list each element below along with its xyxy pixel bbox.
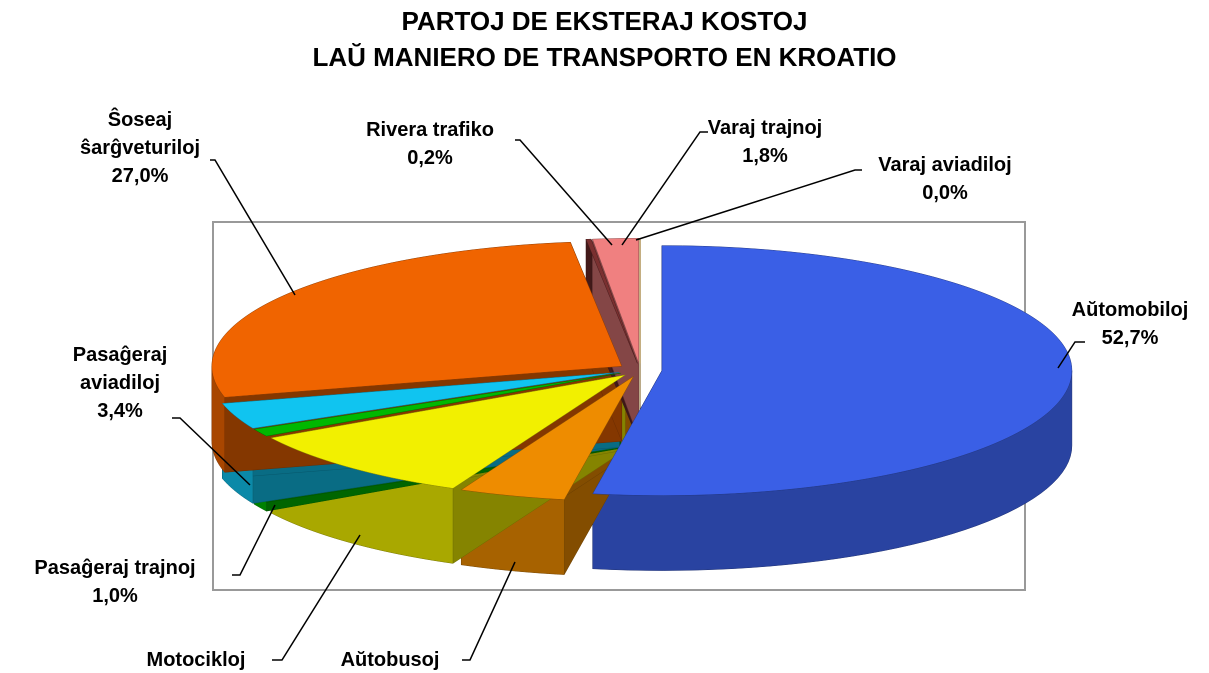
value-label: 0,2% xyxy=(407,147,453,169)
slice-label: Varaj trajnoj 1,8% xyxy=(665,114,865,170)
slice-tops xyxy=(211,238,1073,500)
category-label: Pasaĝeraj trajnoj xyxy=(34,557,196,579)
leader-line xyxy=(272,534,361,661)
chart-title: PARTOJ DE EKSTERAJ KOSTOJ xyxy=(401,6,808,36)
slice-label: Pasaĝeraj trajnoj 1,0% xyxy=(0,554,235,610)
value-label: 52,7% xyxy=(1101,327,1159,349)
leader-line xyxy=(172,417,251,486)
category-label: Ŝoseaj ŝarĝveturiloj xyxy=(79,109,201,159)
slice-top xyxy=(221,372,620,429)
slice-top xyxy=(592,245,1073,496)
slice-top xyxy=(585,238,638,364)
slice-label: Rivera trafiko 0,2% xyxy=(330,116,530,172)
slice-top xyxy=(211,241,623,398)
chart-title: LAŬ MANIERO DE TRANSPORTO EN KROATIO xyxy=(312,42,897,72)
leader-line xyxy=(635,169,862,241)
leader-line xyxy=(515,139,613,246)
value-label: 0,0% xyxy=(922,182,968,204)
value-label: 1,0% xyxy=(92,585,138,607)
leader-line xyxy=(232,504,276,576)
slice-top xyxy=(460,376,634,500)
slice-top xyxy=(253,372,621,437)
slice-label: Aŭtomobiloj 52,7% xyxy=(1045,296,1209,352)
slice-top xyxy=(592,238,640,364)
slice-label: Ŝoseaj ŝarĝveturiloj 27,0% xyxy=(60,106,220,190)
category-label: Varaj aviadiloj xyxy=(878,154,1012,176)
slice-label: Varaj aviadiloj 0,0% xyxy=(845,151,1045,207)
category-label: Pasaĝeraj aviadiloj xyxy=(72,344,168,394)
value-label: 1,8% xyxy=(742,145,788,167)
category-label: Motocikloj xyxy=(146,649,246,671)
value-label: 27,0% xyxy=(111,165,169,187)
leader-line xyxy=(1057,341,1085,369)
category-label: Varaj trajnoj xyxy=(707,117,823,139)
category-label: Aŭtobusoj xyxy=(340,649,440,671)
leader-line xyxy=(462,561,516,661)
category-label: Rivera trafiko xyxy=(366,119,494,141)
leader-line xyxy=(621,131,708,246)
category-label: Aŭtomobiloj xyxy=(1071,299,1189,321)
slice-label: Aŭtobusoj4,2% xyxy=(305,646,475,673)
slice-label: Motocikloj9,7% xyxy=(111,646,281,673)
leader-line xyxy=(210,159,296,296)
slice-top xyxy=(270,374,626,489)
value-label: 3,4% xyxy=(97,400,143,422)
slice-label: Pasaĝeraj aviadiloj 3,4% xyxy=(40,341,200,425)
